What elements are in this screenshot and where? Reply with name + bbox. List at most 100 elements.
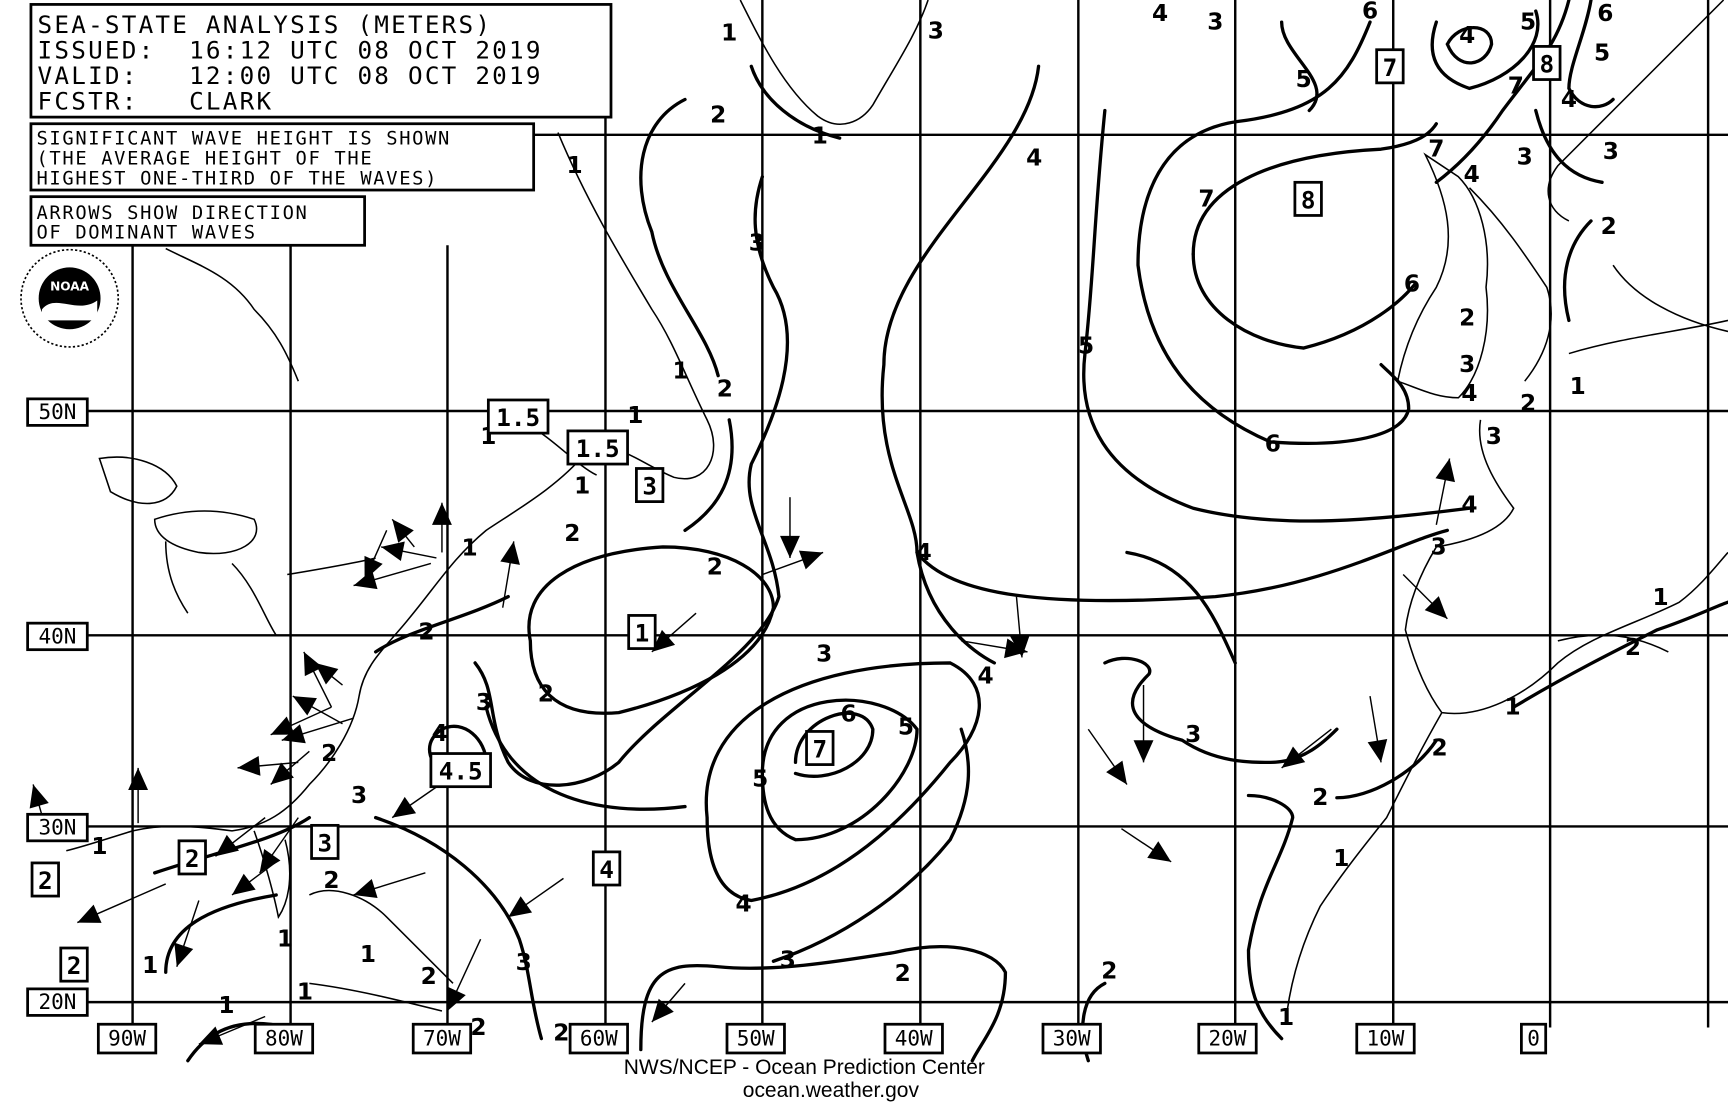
contour-label: 2 [707,553,723,580]
arrow-note: ARROWS SHOW DIRECTION OF DOMINANT WAVES [29,195,366,247]
wave-direction-arrow [270,750,310,786]
contour-label: 3 [1603,138,1619,165]
boxed-value-text: 8 [1301,185,1316,214]
website-link[interactable]: ocean.weather.gov [743,1079,920,1102]
wave-direction-arrow [780,497,800,558]
boxed-height-value: 1.5 [566,429,629,466]
arrow-head [392,796,417,818]
svg-text:ARROWS SHOW DIRECTION: ARROWS SHOW DIRECTION [36,203,308,224]
boxed-value-text: 1.5 [576,434,620,463]
wave-direction-arrow [363,530,388,581]
wave-direction-arrow [432,502,452,553]
value-box [627,614,657,650]
contour-label: 2 [421,963,437,990]
boxed-value-text: 3 [642,472,657,501]
arrow-head [1010,634,1030,658]
lat-label-50n: 50N [26,397,89,427]
issued-time: ISSUED: 16:12 UTC 08 OCT 2019 [38,36,543,65]
contour-label: 1 [566,152,582,179]
contour-label: 1 [360,941,376,968]
arrow-head [303,651,323,677]
arrow-head [1133,740,1154,763]
wave-direction-arrow [651,982,686,1023]
arrow-head [353,878,378,898]
contour-label: 1 [1570,373,1586,400]
boxed-height-value: 8 [1532,45,1562,81]
svg-text:40N: 40N [38,624,76,648]
contour-label: 4 [1026,144,1042,171]
wave-direction-arrow [77,883,167,924]
wave-direction-arrow [1281,728,1332,769]
lon-label: 0 [1520,1022,1548,1055]
arrow-head [392,519,414,543]
boxed-value-text: 1.5 [496,403,540,432]
contour-label: 3 [780,947,796,974]
contour-label: 4 [1459,22,1475,49]
contour-label: 5 [1296,66,1312,93]
svg-text:30N: 30N [38,816,76,840]
contour-label: 2 [717,375,733,402]
contour-label: 4 [916,539,932,566]
wave-direction-arrow [198,1015,266,1045]
value-box [429,752,492,789]
latitude-labels: 50N 40N 30N 20N [26,397,89,1017]
contour-label: 2 [1520,390,1536,417]
coastlines [66,0,1728,1012]
lon-label: 70W [411,1022,473,1055]
contour-label: 1 [461,535,477,562]
boxed-value-text: 2 [67,951,82,980]
contour-label: 1 [673,358,689,385]
arrow-head [780,535,800,558]
arrow-head [128,767,149,790]
arrow-head [174,942,194,967]
contour-label: 2 [321,740,337,767]
value-box [635,467,665,504]
value-box [30,861,60,898]
arrow-head [381,541,405,562]
boxed-height-value: 8 [1293,180,1323,217]
arrow-head [1435,458,1455,483]
svg-text:70W: 70W [423,1027,461,1051]
boxed-height-value: 3 [635,467,665,504]
contour-label: 1 [812,122,828,149]
arrow-head [364,555,383,581]
lat-label-30n: 30N [26,812,89,843]
contour-label: 3 [816,641,832,668]
boxed-value-text: 8 [1539,50,1554,79]
wave-direction-arrow [215,817,266,857]
contour-label: 3 [476,689,492,716]
lat-lon-grid [88,0,1728,1028]
value-box [805,730,835,766]
svg-text:20W: 20W [1209,1027,1247,1051]
arrow-head [314,662,339,685]
wave-direction-arrow [270,706,332,736]
wave-direction-arrow [174,900,200,968]
arrow-head [29,784,49,809]
wave-direction-arrow [500,541,520,608]
arrow-head [259,849,281,873]
boxed-height-value: 1 [627,614,657,650]
contour-label: 5 [898,714,914,741]
svg-text:HIGHEST ONE-THIRD OF THE WAVES: HIGHEST ONE-THIRD OF THE WAVES) [36,169,438,190]
lat-label-40n: 40N [26,621,89,652]
boxed-height-value: 3 [310,823,340,860]
arrow-head [1424,596,1448,619]
contour-label: 1 [721,20,737,47]
wave-direction-arrow [762,550,824,576]
contour-label: 6 [1362,0,1378,25]
lon-label: 20W [1197,1022,1258,1055]
lon-label: 30W [1041,1022,1102,1055]
svg-text:30W: 30W [1053,1027,1091,1051]
wave-direction-arrow [391,518,415,548]
boxed-height-value: 4.5 [429,752,492,789]
wave-direction-arrows [29,458,1455,1045]
svg-text:(THE AVERAGE HEIGHT OF THE: (THE AVERAGE HEIGHT OF THE [36,149,373,170]
arrow-head [292,696,317,716]
contour-label: 2 [323,867,339,894]
contour-label: 4 [977,663,993,690]
lon-label: 40W [883,1022,944,1055]
contour-label: 7 [1428,136,1444,163]
wave-direction-arrow [314,662,343,686]
wave-direction-arrow [651,612,697,653]
lon-label: 50W [725,1022,786,1055]
